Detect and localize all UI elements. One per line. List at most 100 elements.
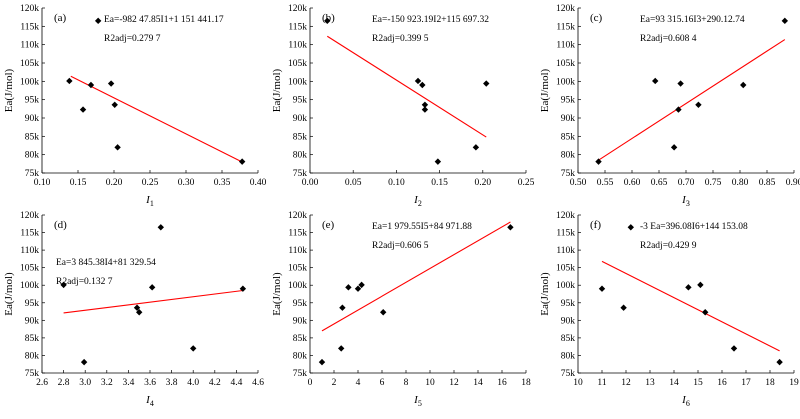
y-tick-label: 110k: [556, 246, 575, 256]
x-axis-label-sub: 5: [418, 399, 422, 408]
x-axis-label-base: I: [681, 194, 687, 206]
regression-equation: Ea=3 845.38I4+81 329.54: [56, 258, 156, 268]
x-tick-label: 15: [693, 378, 703, 388]
x-axis-label-base: I: [145, 194, 151, 206]
y-tick-label: 95k: [561, 96, 576, 106]
x-tick-label: 12: [449, 378, 459, 388]
data-point: [190, 345, 197, 352]
y-tick-label: 80k: [561, 151, 576, 161]
y-tick-label: 100k: [288, 281, 307, 291]
x-axis-label-sub: 3: [686, 199, 690, 208]
data-point: [685, 284, 692, 291]
y-tick-label: 105k: [556, 264, 575, 274]
y-tick-label: 80k: [293, 351, 308, 361]
data-point: [354, 285, 362, 292]
x-axis-label-base: I: [413, 194, 419, 206]
panel-a: 75k 80k 85k 90k 95k 100k 105k 110k 115k 120k 0.10 0…: [3, 4, 267, 208]
y-tick-label: 95k: [561, 299, 576, 309]
x-tick-label: 0.10: [388, 178, 405, 188]
data-point: [776, 358, 783, 366]
data-point: [677, 80, 684, 87]
y-axis-label: Ea(J/mol): [271, 68, 283, 112]
x-tick-label: 19: [789, 378, 799, 388]
y-tick-label: 75k: [561, 369, 576, 379]
y-tick-label: 120k: [556, 211, 575, 221]
panel-label: (f): [590, 219, 601, 231]
y-tick-label: 80k: [25, 351, 40, 361]
y-tick-label: 105k: [556, 59, 575, 69]
regression-line: [601, 260, 780, 352]
x-axis-label-base: I: [413, 394, 419, 406]
regression-equation: Ea=-982 47.85I1+1 151 441.17: [104, 15, 224, 25]
data-point: [598, 285, 606, 292]
data-point: [675, 106, 682, 113]
data-point: [697, 281, 704, 289]
x-tick-label: 18: [765, 378, 775, 388]
y-tick-label: 100k: [556, 77, 575, 87]
y-tick-label: 105k: [288, 264, 307, 274]
y-axis-label: Ea(J/mol): [271, 272, 283, 316]
data-point: [87, 81, 95, 89]
x-tick-label: 14: [473, 378, 483, 388]
y-tick-label: 120k: [556, 4, 575, 14]
x-tick-label: 4.4: [230, 378, 242, 388]
y-tick-label: 120k: [20, 211, 39, 221]
data-point: [136, 309, 143, 316]
regression-line: [598, 39, 786, 161]
y-tick-label: 110k: [288, 246, 307, 256]
x-tick-label: 16: [497, 378, 507, 388]
data-point: [730, 345, 738, 352]
x-axis-label: I5: [413, 394, 422, 408]
x-tick-label: 0.35: [214, 178, 231, 188]
y-tick-label: 115k: [556, 229, 575, 239]
y-tick-label: 100k: [20, 281, 39, 291]
x-tick-label: 0.15: [70, 178, 87, 188]
x-tick-label: 4.2: [209, 378, 221, 388]
x-tick-label: 0.20: [474, 178, 491, 188]
y-tick-label: 85k: [25, 132, 40, 142]
x-tick-label: 0.60: [624, 178, 641, 188]
x-tick-label: 0.55: [597, 178, 614, 188]
panel-label: (e): [322, 219, 335, 231]
x-tick-label: 0.85: [759, 178, 776, 188]
y-tick-label: 85k: [293, 132, 308, 142]
data-point: [483, 80, 490, 87]
x-tick-label: 6: [380, 378, 385, 388]
data-point: [148, 284, 156, 291]
panel-b: 75k 80k 85k 90k 95k 100k 105k 110k 115k 120k 0.00 0…: [271, 4, 535, 208]
x-tick-label: 16: [717, 378, 727, 388]
y-axis-label: Ea(J/mol): [3, 272, 15, 316]
regression-line: [70, 75, 243, 163]
y-tick-label: 75k: [25, 369, 40, 379]
data-point: [434, 158, 442, 165]
regression-line: [326, 35, 487, 138]
y-tick-label: 95k: [293, 96, 308, 106]
x-tick-label: 12: [621, 378, 631, 388]
data-point: [620, 304, 627, 311]
y-tick-label: 110k: [288, 41, 307, 51]
y-tick-label: 115k: [288, 229, 307, 239]
y-tick-label: 100k: [288, 77, 307, 87]
y-tick-label: 110k: [556, 41, 575, 51]
y-tick-label: 75k: [293, 169, 308, 179]
y-tick-label: 90k: [25, 114, 40, 124]
x-tick-label: 2.6: [36, 378, 48, 388]
y-tick-label: 85k: [293, 334, 308, 344]
data-point: [157, 224, 164, 231]
data-point: [421, 106, 429, 113]
r-squared-label: R2adj=0.399 5: [372, 34, 429, 44]
x-tick-label: 0.00: [302, 178, 319, 188]
x-tick-label: 0.90: [786, 178, 800, 188]
x-tick-label: 0.50: [570, 178, 587, 188]
x-tick-label: 3.2: [101, 378, 113, 388]
x-tick-label: 0.20: [106, 178, 123, 188]
data-point: [324, 17, 331, 25]
y-axis-label: Ea(J/mol): [539, 272, 551, 316]
x-axis-label-sub: 6: [686, 399, 690, 408]
x-tick-label: 13: [645, 378, 655, 388]
x-axis-label: I2: [413, 194, 422, 208]
x-tick-label: 0.70: [678, 178, 695, 188]
data-point: [472, 144, 480, 151]
y-tick-label: 120k: [288, 4, 307, 14]
r-squared-label: R2adj=0.279 7: [104, 34, 161, 44]
